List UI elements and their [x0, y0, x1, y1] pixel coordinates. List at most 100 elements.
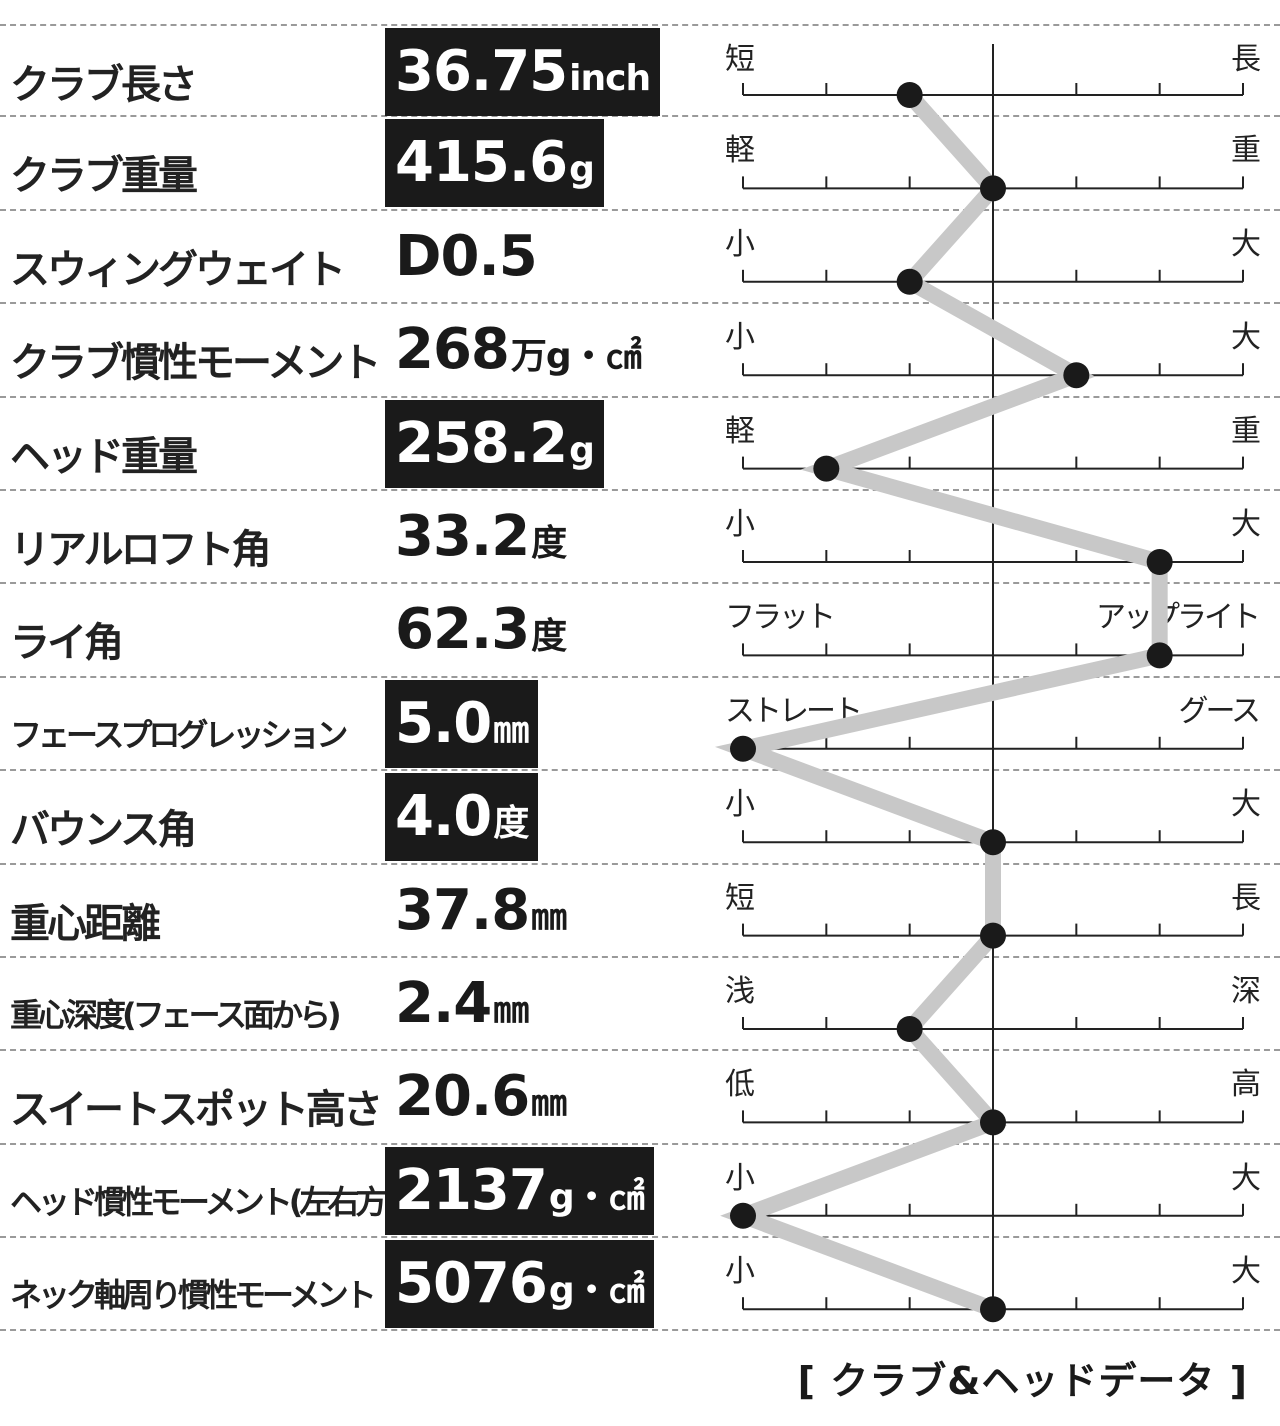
spec-label: ライ角: [10, 620, 124, 667]
value-unit: ㎜: [531, 896, 567, 938]
data-point: [1063, 362, 1090, 389]
spec-value: 268万g・㎠: [385, 306, 651, 394]
spec-value: 4.0度: [385, 773, 539, 862]
spec-value: 5076g・㎠: [385, 1240, 654, 1329]
value-number: 4.0: [395, 784, 492, 850]
spec-label: クラブ慣性モーメント: [10, 340, 381, 387]
scale-high-label: グース: [1178, 693, 1261, 729]
spec-label: バウンス角: [10, 807, 197, 854]
spec-label: ヘッド重量: [10, 433, 198, 480]
value-unit: 度: [531, 616, 567, 658]
spec-label: リアルロフト角: [10, 526, 272, 573]
spec-value: 33.2度: [385, 493, 576, 581]
spec-row: クラブ重量 415.6g 軽 重: [0, 117, 1280, 211]
data-point: [730, 1202, 756, 1229]
scale-low-label: 小: [725, 1254, 755, 1290]
scale-low-label: 小: [725, 320, 755, 356]
spec-row: バウンス角 4.0度 小 大: [0, 771, 1280, 865]
caption: [ クラブ&ヘッドデータ ]: [797, 1359, 1248, 1403]
spec-value: 2137g・㎠: [385, 1146, 654, 1235]
scale-high-label: 大: [1231, 1254, 1261, 1290]
scale-high-label: 大: [1231, 506, 1261, 542]
value-unit: g: [569, 149, 595, 191]
spec-value: 5.0㎜: [385, 679, 539, 768]
scale-low-label: 小: [725, 226, 755, 262]
spec-row: クラブ長さ 36.75inch 短 長: [0, 24, 1280, 118]
spec-value: 20.6㎜: [385, 1053, 576, 1141]
spec-value: 36.75inch: [385, 28, 661, 116]
value-number: 268: [395, 317, 510, 383]
spec-label: クラブ重量: [10, 153, 198, 200]
data-point: [730, 735, 756, 762]
value-unit: 度: [493, 803, 529, 845]
spec-label: スイートスポット高さ: [10, 1087, 383, 1134]
scale-low-label: 小: [725, 787, 755, 823]
spec-row: リアルロフト角 33.2度 小 大: [0, 491, 1280, 585]
value-unit: ㎜: [493, 989, 529, 1031]
spec-row: スウィングウェイト D0.5 小 大: [0, 211, 1280, 305]
value-unit: ㎜: [493, 709, 529, 751]
scale-high-label: 大: [1231, 787, 1261, 823]
scale-low-label: 短: [725, 42, 755, 77]
spec-label: フェースプログレッション: [10, 715, 348, 754]
scale-low-label: 小: [725, 1160, 755, 1196]
spec-row: ライ角 62.3度 フラット アップライト: [0, 584, 1280, 678]
value-unit: ㎜: [531, 1083, 567, 1125]
value-number: 62.3: [395, 597, 530, 663]
data-point: [813, 455, 840, 482]
scale-high-label: 重: [1231, 413, 1261, 449]
spec-table: クラブ長さ 36.75inch 短長クラブ重量 415.6g 軽重スウィングウェイト D0…: [0, 24, 1280, 1332]
scale-high-label: 大: [1231, 226, 1261, 262]
spec-row: フェースプログレッション 5.0㎜ ストレート グース: [0, 678, 1280, 772]
value-number: 2.4: [395, 970, 492, 1036]
scale-low-label: 小: [725, 506, 755, 542]
data-point: [1146, 549, 1173, 575]
scale-low-label: フラット: [725, 600, 836, 636]
value-number: 258.2: [395, 410, 568, 476]
value-unit: 度: [531, 522, 567, 564]
scale-low-label: 軽: [725, 413, 755, 449]
spec-value: D0.5: [385, 213, 549, 301]
spec-label: ネック軸周り慣性モーメント: [10, 1276, 377, 1315]
spec-label: 重心深度(フェース面から): [10, 995, 342, 1034]
scale-high-label: アップライト: [1096, 600, 1261, 636]
data-point: [980, 1296, 1006, 1323]
value-number: 33.2: [395, 503, 530, 569]
spec-value: 415.6g: [385, 119, 604, 208]
scale-low-label: 軽: [725, 133, 755, 169]
spec-label: クラブ長さ: [10, 62, 198, 108]
data-point: [980, 175, 1006, 202]
spec-label: 重心距離: [10, 900, 161, 947]
value-unit: inch: [569, 58, 651, 99]
spec-value: 37.8㎜: [385, 867, 576, 955]
spec-value: 2.4㎜: [385, 960, 538, 1048]
value-unit: g・㎠: [548, 1176, 645, 1218]
value-unit: g: [569, 429, 595, 471]
value-number: 415.6: [395, 130, 568, 196]
value-number: 5076: [395, 1251, 548, 1317]
spec-row: ヘッド慣性モーメント(左右方向) 2137g・㎠ 小 大: [0, 1145, 1280, 1239]
spec-label: スウィングウェイト: [10, 246, 346, 293]
spec-row: 重心深度(フェース面から) 2.4㎜ 浅 深: [0, 958, 1280, 1052]
scale-high-label: 長: [1231, 880, 1261, 916]
spec-label: ヘッド慣性モーメント(左右方向): [10, 1182, 426, 1221]
value-number: D0.5: [395, 223, 538, 289]
spec-value: 62.3度: [385, 586, 576, 674]
scale-low-label: 低: [725, 1067, 755, 1103]
data-point: [896, 1016, 923, 1042]
scale-low-label: 短: [725, 880, 755, 916]
value-number: 2137: [395, 1157, 548, 1223]
data-point: [980, 922, 1006, 949]
value-number: 37.8: [395, 877, 530, 943]
value-unit: 万g・㎠: [510, 336, 642, 378]
scale-low-label: 浅: [725, 973, 755, 1009]
scale-high-label: 大: [1231, 1160, 1261, 1196]
spec-row: 重心距離 37.8㎜ 短 長: [0, 865, 1280, 958]
data-point: [980, 829, 1006, 856]
value-unit: g・㎠: [548, 1270, 645, 1312]
scale-high-label: 高: [1231, 1067, 1261, 1103]
data-point: [896, 268, 923, 295]
